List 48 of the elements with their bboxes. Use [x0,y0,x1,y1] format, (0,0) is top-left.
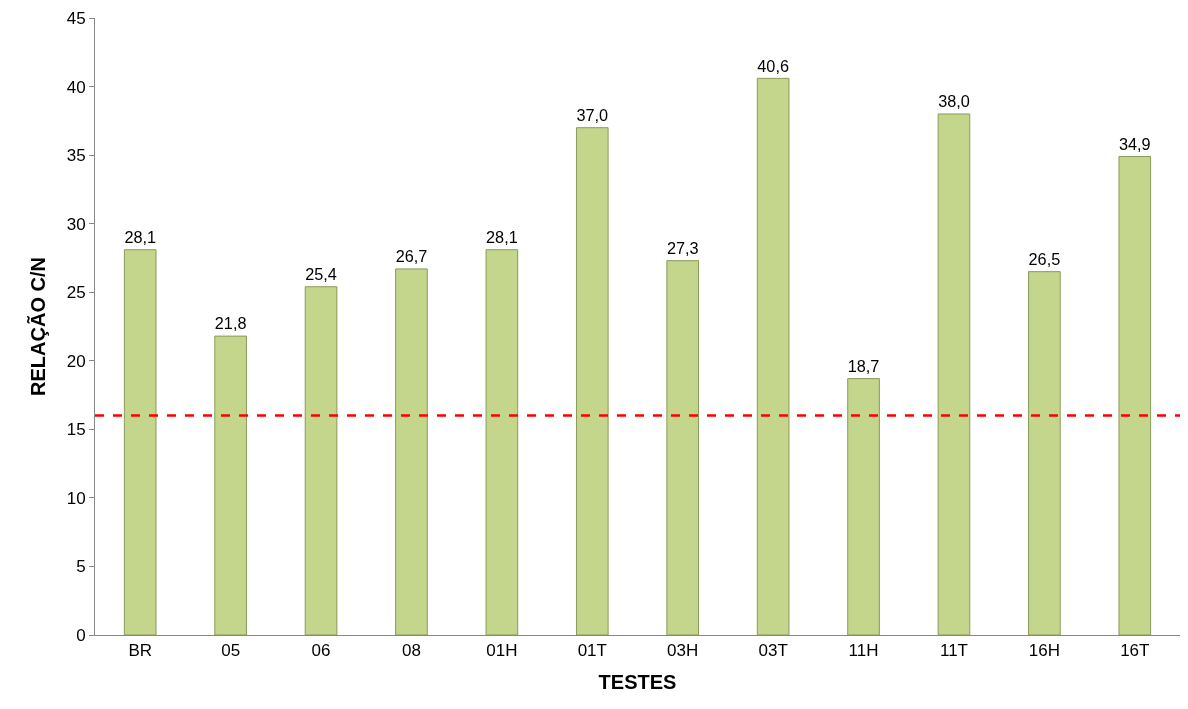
bar [847,378,880,635]
data-label: 37,0 [576,105,609,124]
x-tick-label: 16H [1028,641,1060,661]
x-tick-label: 03H [667,641,699,661]
bar [756,77,790,635]
data-label: 21,8 [214,314,247,333]
bar [123,249,157,635]
data-label: 25,4 [305,264,337,283]
data-label: 40,6 [757,56,789,75]
bar [485,249,519,635]
bar [666,260,700,635]
x-tick-label: 11H [848,641,879,661]
x-tick-label: 01T [577,641,607,661]
x-tick-label: 03T [758,641,788,661]
x-tick-label: 11T [939,641,968,661]
data-label: 38,0 [938,92,970,111]
bar [1118,155,1152,635]
y-tick-label: 20 [66,351,86,371]
y-tick-label: 25 [66,283,86,303]
y-tick-label: 15 [66,420,86,440]
y-tick-label: 5 [76,557,86,577]
bar [1028,271,1061,635]
y-tick-label: 40 [66,77,86,97]
x-tick-label: BR [128,641,153,661]
y-tick-label: 30 [66,214,86,234]
data-label: 27,3 [666,238,699,257]
data-label: 18,7 [847,356,880,375]
x-tick-label: 01H [486,641,518,661]
bar [214,335,247,635]
bar [575,127,609,635]
bar [937,113,971,635]
data-label: 28,1 [124,227,157,246]
data-label: 28,1 [486,227,518,246]
x-tick-label: 06 [311,641,331,661]
y-axis-title: RELAÇÃO C/N [27,257,50,396]
y-tick-label: 35 [66,146,86,166]
data-label: 26,7 [395,247,428,266]
y-tick-label: 10 [66,488,86,508]
data-label: 34,9 [1118,134,1151,153]
y-tick-label: 0 [76,625,86,645]
x-tick-label: 08 [402,641,421,661]
bar [395,268,428,635]
x-tick-label: 05 [221,641,241,661]
x-tick-label: 16T [1120,641,1150,661]
y-tick-label: 45 [66,8,86,28]
bar [304,286,338,635]
data-label: 26,5 [1028,249,1061,268]
x-axis-title: TESTES [598,670,677,693]
